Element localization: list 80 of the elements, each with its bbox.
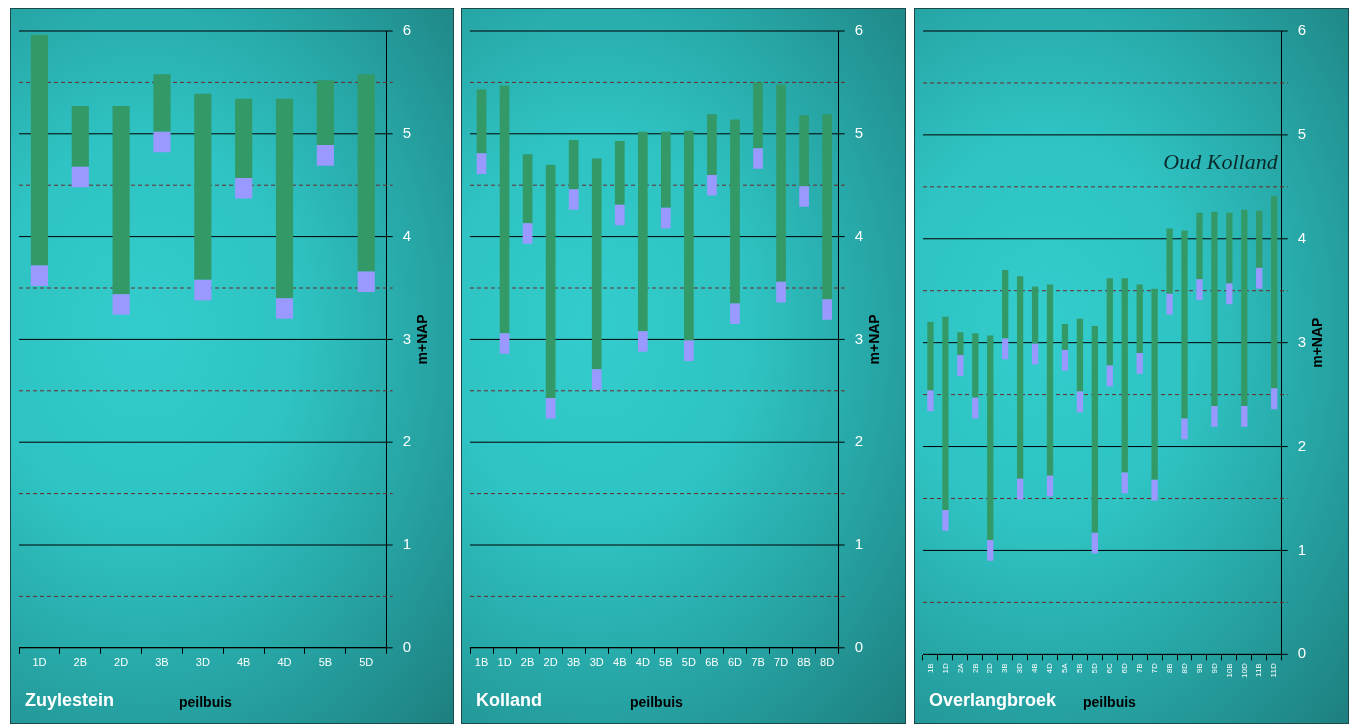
y-tick-label: 2 [1297, 436, 1306, 454]
y-tick-label: 3 [402, 329, 411, 347]
y-tick-label: 2 [854, 432, 863, 450]
x-tick-label: 2D [114, 656, 129, 669]
x-tick-label: 8D [1179, 663, 1189, 674]
x-tick-label: 2A [955, 662, 965, 674]
x-tick-label: 7D [774, 656, 789, 669]
y-axis-title: m+NAP [865, 314, 882, 365]
y-tick-label: 5 [402, 123, 411, 141]
x-tick-label: 8B [797, 656, 811, 669]
x-tick-label: 2B [970, 663, 980, 674]
x-tick-label: 4D [635, 656, 650, 669]
x-tick-label: 8B [1164, 663, 1174, 674]
x-tick-label: 9B [1194, 663, 1204, 674]
y-tick-label: 1 [854, 535, 863, 553]
x-tick-label: 2D [543, 656, 558, 669]
x-tick-label: 4B [613, 656, 627, 669]
annotation: Oud Kolland [1163, 148, 1279, 174]
x-tick-label: 1D [940, 663, 950, 674]
x-tick-label: 4D [277, 656, 292, 669]
x-tick-label: 3D [589, 656, 604, 669]
y-tick-label: 6 [1297, 21, 1306, 39]
x-tick-label: 6C [1105, 663, 1114, 674]
x-tick-label: 10B [1224, 663, 1234, 678]
x-tick-label: 3B [566, 656, 581, 669]
x-tick-label: 5B [318, 656, 333, 669]
x-tick-label: 5D [359, 656, 374, 669]
y-tick-label: 0 [402, 637, 411, 655]
text: Zuylestein [25, 689, 115, 710]
x-tick-label: 2B [73, 656, 88, 669]
x-tick-label: 10D [1239, 663, 1249, 679]
x-tick-label: 6B [705, 656, 719, 669]
x-tick-label: 3D [1015, 663, 1025, 674]
x-tick-label: 5A [1060, 662, 1070, 674]
x-tick-label: 5D [681, 656, 696, 669]
y-tick-label: 6 [402, 21, 411, 39]
x-tick-label: 3B [1000, 663, 1010, 674]
x-tick-label: 8D [820, 656, 835, 669]
y-tick-label: 5 [1297, 125, 1306, 143]
x-tick-label: 7B [751, 656, 765, 669]
text: Kolland [476, 689, 542, 710]
y-tick-label: 5 [854, 123, 863, 141]
x-axis-title: peilbuis [1083, 693, 1137, 710]
x-tick-label: 5B [659, 656, 673, 669]
x-tick-label: 4D [1045, 663, 1055, 674]
x-tick-label: 3B [155, 656, 169, 669]
y-tick-label: 3 [854, 329, 863, 347]
y-tick-label: 6 [854, 21, 863, 39]
x-tick-label: 1B [474, 656, 489, 669]
x-tick-label: 5D [1090, 663, 1100, 674]
x-axis-title: peilbuis [630, 693, 684, 710]
x-tick-label: 9D [1209, 663, 1219, 674]
y-tick-label: 1 [402, 535, 411, 553]
x-tick-label: 7B [1134, 663, 1144, 674]
x-tick-label: 6D [727, 656, 743, 669]
text: Overlangbroek [929, 689, 1058, 710]
y-tick-label: 4 [402, 226, 411, 244]
x-tick-label: 11D [1269, 663, 1279, 678]
x-tick-label: 7D [1149, 663, 1159, 674]
y-axis-title: m+NAP [413, 314, 430, 365]
x-axis-title: peilbuis [179, 693, 233, 710]
x-tick-label: 3D [195, 656, 210, 669]
y-tick-label: 3 [1297, 332, 1306, 350]
y-tick-label: 0 [854, 637, 863, 655]
y-tick-label: 0 [1297, 644, 1306, 662]
x-tick-label: 1D [497, 656, 512, 669]
x-tick-label: 5B [1075, 663, 1085, 674]
x-tick-label: 11B [1254, 663, 1264, 677]
y-tick-label: 2 [402, 432, 411, 450]
x-tick-label: 4B [236, 656, 251, 669]
y-tick-label: 4 [854, 226, 863, 244]
x-tick-label: 2B [520, 656, 535, 669]
x-tick-label: 2D [985, 663, 995, 674]
x-tick-label: 4B [1030, 663, 1040, 674]
x-tick-label: 1B [925, 663, 935, 674]
y-axis-title: m+NAP [1308, 317, 1325, 368]
x-tick-label: 1D [32, 656, 47, 669]
y-tick-label: 1 [1297, 540, 1306, 558]
y-tick-label: 4 [1297, 228, 1306, 246]
x-tick-label: 6D [1119, 663, 1129, 674]
